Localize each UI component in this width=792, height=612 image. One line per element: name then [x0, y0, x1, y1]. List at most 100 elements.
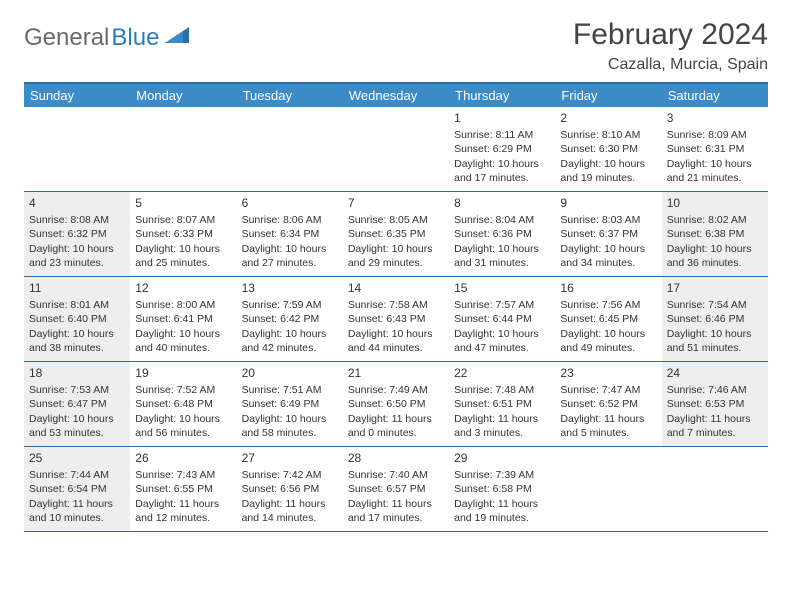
sunset-text: Sunset: 6:31 PM	[667, 142, 763, 156]
daylight-text: Daylight: 10 hours and 21 minutes.	[667, 157, 763, 185]
week-row: 4Sunrise: 8:08 AMSunset: 6:32 PMDaylight…	[24, 192, 768, 277]
sunset-text: Sunset: 6:57 PM	[348, 482, 444, 496]
day-number: 1	[454, 110, 550, 126]
weekday-friday: Friday	[555, 84, 661, 107]
day-cell	[237, 107, 343, 191]
day-cell: 15Sunrise: 7:57 AMSunset: 6:44 PMDayligh…	[449, 277, 555, 361]
daylight-text: Daylight: 10 hours and 56 minutes.	[135, 412, 231, 440]
brand-part1: General	[24, 24, 109, 52]
day-number: 22	[454, 365, 550, 381]
day-number: 17	[667, 280, 763, 296]
day-number: 20	[242, 365, 338, 381]
sunset-text: Sunset: 6:43 PM	[348, 312, 444, 326]
day-number: 5	[135, 195, 231, 211]
daylight-text: Daylight: 11 hours and 7 minutes.	[667, 412, 763, 440]
daylight-text: Daylight: 10 hours and 53 minutes.	[29, 412, 125, 440]
sunrise-text: Sunrise: 7:46 AM	[667, 383, 763, 397]
day-cell	[555, 447, 661, 531]
location-label: Cazalla, Murcia, Spain	[573, 56, 768, 74]
day-number: 9	[560, 195, 656, 211]
sunrise-text: Sunrise: 8:07 AM	[135, 213, 231, 227]
daylight-text: Daylight: 10 hours and 23 minutes.	[29, 242, 125, 270]
weekday-wednesday: Wednesday	[343, 84, 449, 107]
sunset-text: Sunset: 6:48 PM	[135, 397, 231, 411]
sunset-text: Sunset: 6:35 PM	[348, 227, 444, 241]
daylight-text: Daylight: 11 hours and 19 minutes.	[454, 497, 550, 525]
day-cell: 20Sunrise: 7:51 AMSunset: 6:49 PMDayligh…	[237, 362, 343, 446]
day-number: 14	[348, 280, 444, 296]
sunset-text: Sunset: 6:29 PM	[454, 142, 550, 156]
day-cell: 18Sunrise: 7:53 AMSunset: 6:47 PMDayligh…	[24, 362, 130, 446]
day-number: 19	[135, 365, 231, 381]
sunrise-text: Sunrise: 7:51 AM	[242, 383, 338, 397]
sunset-text: Sunset: 6:50 PM	[348, 397, 444, 411]
sunrise-text: Sunrise: 7:43 AM	[135, 468, 231, 482]
day-cell: 24 Sunrise: 7:46 AMSunset: 6:53 PMDayligh…	[662, 362, 768, 446]
day-number: 12	[135, 280, 231, 296]
daylight-text: Daylight: 10 hours and 38 minutes.	[29, 327, 125, 355]
daylight-text: Daylight: 10 hours and 40 minutes.	[135, 327, 231, 355]
daylight-text: Daylight: 10 hours and 51 minutes.	[667, 327, 763, 355]
daylight-text: Daylight: 10 hours and 27 minutes.	[242, 242, 338, 270]
day-cell: 29Sunrise: 7:39 AMSunset: 6:58 PMDayligh…	[449, 447, 555, 531]
day-number: 4	[29, 195, 125, 211]
day-cell: 3Sunrise: 8:09 AMSunset: 6:31 PMDaylight…	[662, 107, 768, 191]
sunset-text: Sunset: 6:56 PM	[242, 482, 338, 496]
day-cell: 7Sunrise: 8:05 AMSunset: 6:35 PMDaylight…	[343, 192, 449, 276]
daylight-text: Daylight: 10 hours and 47 minutes.	[454, 327, 550, 355]
sunrise-text: Sunrise: 8:01 AM	[29, 298, 125, 312]
weeks-container: 1Sunrise: 8:11 AMSunset: 6:29 PMDaylight…	[24, 107, 768, 532]
day-number: 25	[29, 450, 125, 466]
sunset-text: Sunset: 6:30 PM	[560, 142, 656, 156]
daylight-text: Daylight: 10 hours and 17 minutes.	[454, 157, 550, 185]
daylight-text: Daylight: 10 hours and 34 minutes.	[560, 242, 656, 270]
week-row: 18Sunrise: 7:53 AMSunset: 6:47 PMDayligh…	[24, 362, 768, 447]
day-cell	[130, 107, 236, 191]
sunset-text: Sunset: 6:33 PM	[135, 227, 231, 241]
day-cell	[662, 447, 768, 531]
day-cell: 1Sunrise: 8:11 AMSunset: 6:29 PMDaylight…	[449, 107, 555, 191]
brand-logo: GeneralBlue	[24, 18, 195, 52]
daylight-text: Daylight: 10 hours and 19 minutes.	[560, 157, 656, 185]
daylight-text: Daylight: 10 hours and 42 minutes.	[242, 327, 338, 355]
day-number: 15	[454, 280, 550, 296]
day-number: 11	[29, 280, 125, 296]
sunset-text: Sunset: 6:58 PM	[454, 482, 550, 496]
calendar-grid: Sunday Monday Tuesday Wednesday Thursday…	[24, 82, 768, 532]
day-cell: 19Sunrise: 7:52 AMSunset: 6:48 PMDayligh…	[130, 362, 236, 446]
sunrise-text: Sunrise: 7:56 AM	[560, 298, 656, 312]
day-cell: 17Sunrise: 7:54 AMSunset: 6:46 PMDayligh…	[662, 277, 768, 361]
daylight-text: Daylight: 10 hours and 36 minutes.	[667, 242, 763, 270]
day-cell	[343, 107, 449, 191]
weekday-header-row: Sunday Monday Tuesday Wednesday Thursday…	[24, 84, 768, 107]
day-number: 6	[242, 195, 338, 211]
sunrise-text: Sunrise: 8:09 AM	[667, 128, 763, 142]
day-cell: 23Sunrise: 7:47 AMSunset: 6:52 PMDayligh…	[555, 362, 661, 446]
sunset-text: Sunset: 6:37 PM	[560, 227, 656, 241]
daylight-text: Daylight: 11 hours and 5 minutes.	[560, 412, 656, 440]
title-block: February 2024 Cazalla, Murcia, Spain	[573, 18, 768, 74]
sunset-text: Sunset: 6:53 PM	[667, 397, 763, 411]
sunset-text: Sunset: 6:55 PM	[135, 482, 231, 496]
sunrise-text: Sunrise: 7:59 AM	[242, 298, 338, 312]
day-cell: 13Sunrise: 7:59 AMSunset: 6:42 PMDayligh…	[237, 277, 343, 361]
sunrise-text: Sunrise: 7:58 AM	[348, 298, 444, 312]
weekday-saturday: Saturday	[662, 84, 768, 107]
daylight-text: Daylight: 10 hours and 31 minutes.	[454, 242, 550, 270]
page-header: GeneralBlue February 2024 Cazalla, Murci…	[24, 18, 768, 74]
sunrise-text: Sunrise: 7:57 AM	[454, 298, 550, 312]
day-cell: 12Sunrise: 8:00 AMSunset: 6:41 PMDayligh…	[130, 277, 236, 361]
brand-triangle-icon	[165, 24, 195, 52]
sunrise-text: Sunrise: 8:00 AM	[135, 298, 231, 312]
day-number: 24	[667, 365, 763, 381]
daylight-text: Daylight: 10 hours and 58 minutes.	[242, 412, 338, 440]
sunrise-text: Sunrise: 7:54 AM	[667, 298, 763, 312]
day-cell: 21Sunrise: 7:49 AMSunset: 6:50 PMDayligh…	[343, 362, 449, 446]
sunrise-text: Sunrise: 8:10 AM	[560, 128, 656, 142]
sunrise-text: Sunrise: 8:08 AM	[29, 213, 125, 227]
sunrise-text: Sunrise: 7:49 AM	[348, 383, 444, 397]
weekday-tuesday: Tuesday	[237, 84, 343, 107]
day-cell: 16Sunrise: 7:56 AMSunset: 6:45 PMDayligh…	[555, 277, 661, 361]
weekday-sunday: Sunday	[24, 84, 130, 107]
day-number: 16	[560, 280, 656, 296]
